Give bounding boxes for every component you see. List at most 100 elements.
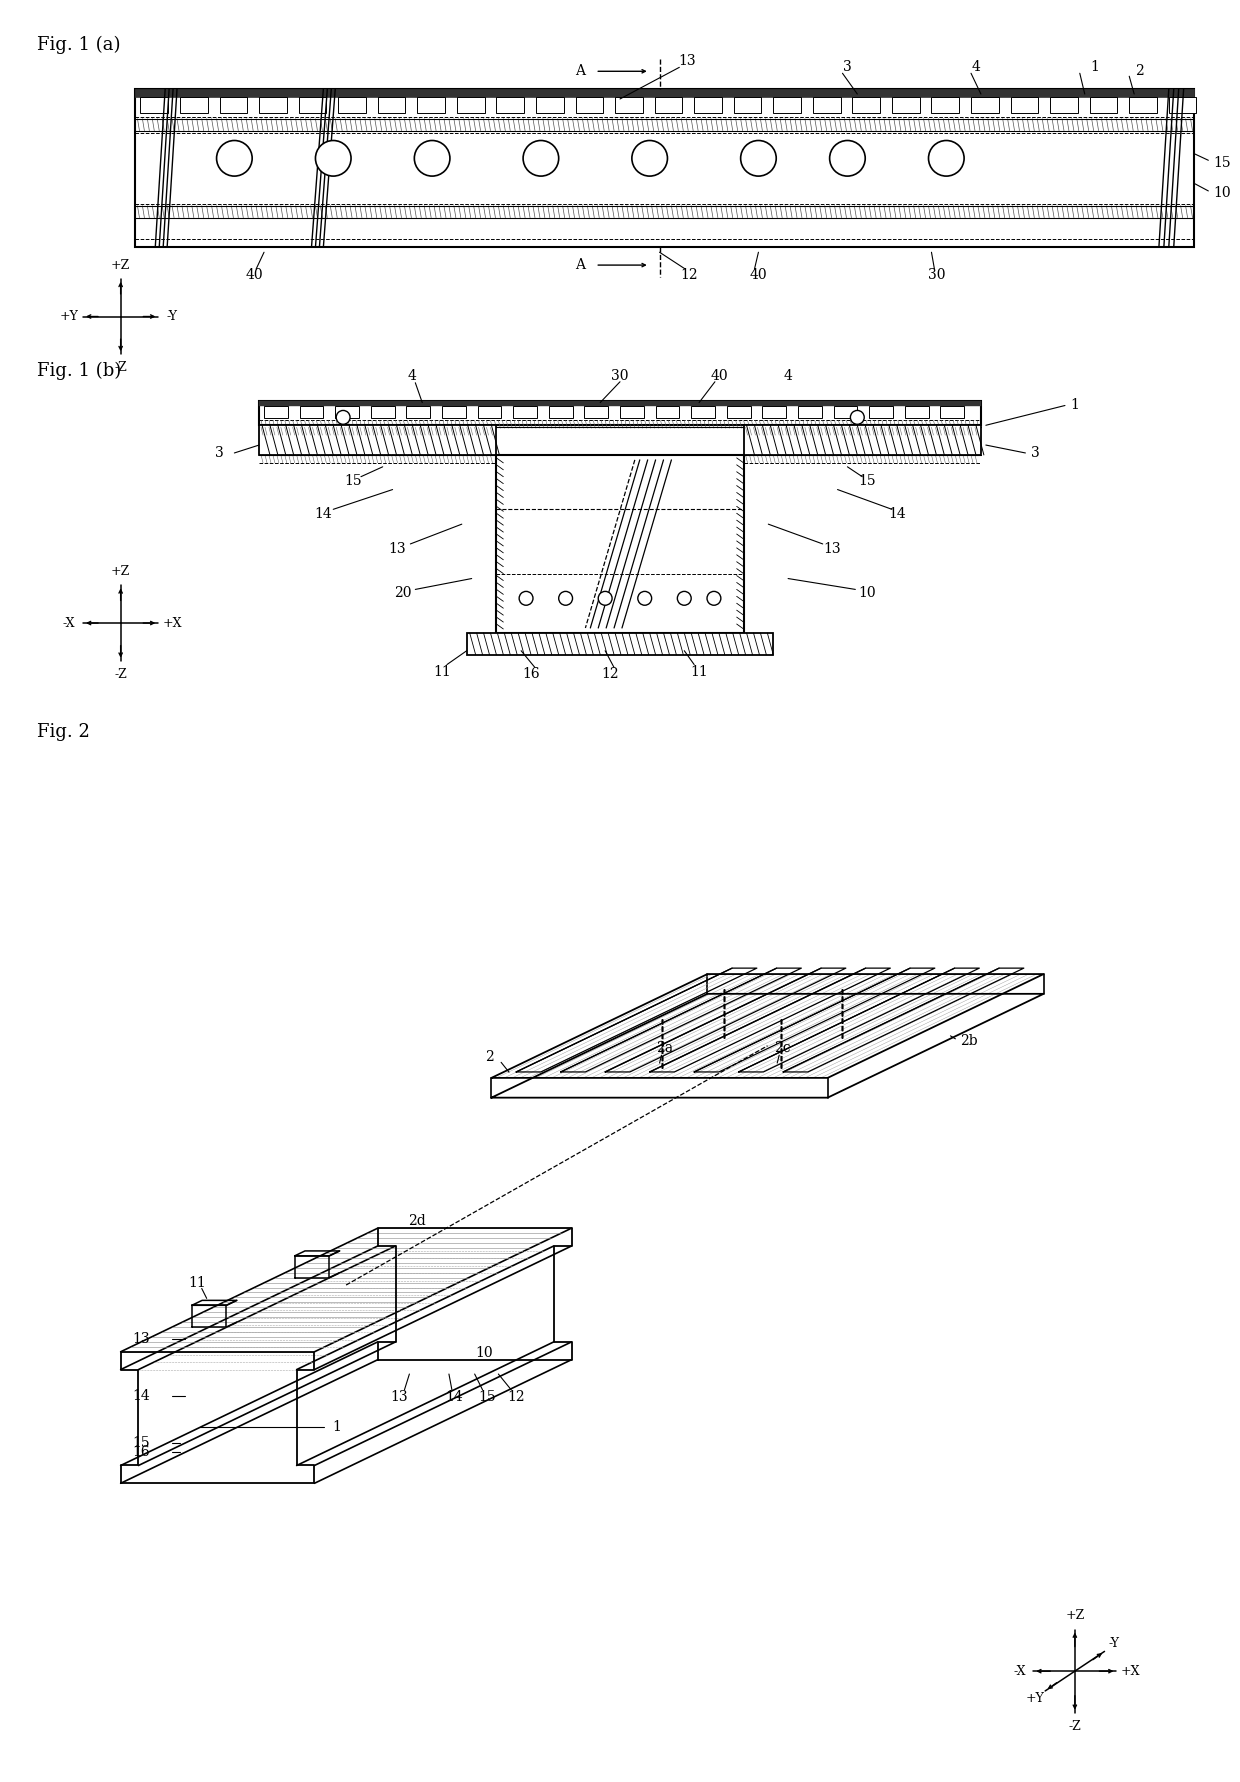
Text: 4: 4	[784, 369, 792, 383]
Bar	[1011, 96, 1038, 112]
Text: 12: 12	[507, 1390, 525, 1404]
Bar	[869, 406, 893, 419]
Text: 40: 40	[711, 369, 728, 383]
Text: 13: 13	[678, 55, 696, 68]
Bar	[378, 96, 405, 112]
Text: 3: 3	[1030, 446, 1039, 460]
Text: 10: 10	[476, 1345, 494, 1360]
Text: +Z: +Z	[112, 258, 130, 271]
Text: +Y: +Y	[60, 310, 78, 323]
Text: 40: 40	[246, 267, 263, 282]
Text: 12: 12	[681, 267, 698, 282]
Text: 14: 14	[888, 508, 905, 522]
Text: 10: 10	[1213, 185, 1231, 200]
Bar	[656, 406, 680, 419]
Text: -X: -X	[1013, 1664, 1025, 1677]
Bar	[655, 96, 682, 112]
Circle shape	[336, 410, 350, 424]
Bar	[496, 96, 525, 112]
Text: 14: 14	[133, 1388, 150, 1402]
Bar	[584, 406, 608, 419]
Bar	[727, 406, 750, 419]
Bar	[734, 96, 761, 112]
Bar	[812, 96, 841, 112]
Bar	[407, 406, 430, 419]
Text: 15: 15	[345, 474, 362, 488]
Bar	[135, 89, 1194, 96]
Bar	[1169, 96, 1197, 112]
Text: 1: 1	[332, 1420, 341, 1435]
Text: 1: 1	[1090, 61, 1099, 75]
Bar	[799, 406, 822, 419]
Text: 1: 1	[1070, 399, 1079, 412]
Text: 15: 15	[133, 1436, 150, 1451]
Text: 11: 11	[691, 665, 708, 679]
Text: 40: 40	[750, 267, 768, 282]
Text: A: A	[575, 258, 585, 273]
Text: 3: 3	[216, 446, 224, 460]
Text: 16: 16	[522, 668, 539, 681]
Bar	[763, 406, 786, 419]
Bar	[259, 96, 286, 112]
Text: -Z: -Z	[1069, 1720, 1081, 1734]
Text: +Z: +Z	[112, 565, 130, 577]
Circle shape	[217, 141, 252, 176]
Bar	[299, 96, 326, 112]
Bar	[513, 406, 537, 419]
Bar	[140, 96, 169, 112]
Bar	[615, 96, 642, 112]
Bar	[135, 89, 1194, 248]
Bar	[971, 96, 998, 112]
Text: -Z: -Z	[114, 668, 126, 681]
Text: 14: 14	[445, 1390, 463, 1404]
Circle shape	[637, 592, 652, 606]
Text: 13: 13	[391, 1390, 408, 1404]
Text: 2: 2	[485, 1050, 495, 1064]
Text: 4: 4	[408, 369, 417, 383]
Bar	[931, 96, 960, 112]
Text: +Y: +Y	[1025, 1693, 1045, 1705]
Bar	[496, 454, 744, 633]
Bar	[536, 96, 564, 112]
Bar	[219, 96, 247, 112]
Bar	[892, 96, 920, 112]
Circle shape	[523, 141, 559, 176]
Bar	[371, 406, 394, 419]
Bar	[852, 96, 880, 112]
Text: 2d: 2d	[408, 1214, 427, 1228]
Bar	[1090, 96, 1117, 112]
Text: 15: 15	[858, 474, 875, 488]
Bar	[477, 406, 501, 419]
Circle shape	[851, 410, 864, 424]
Bar	[418, 96, 445, 112]
Bar	[180, 96, 207, 112]
Text: -Z: -Z	[114, 362, 126, 374]
Circle shape	[740, 141, 776, 176]
Text: -Y: -Y	[1109, 1638, 1120, 1650]
Text: 2: 2	[1135, 64, 1143, 78]
Text: 4: 4	[971, 61, 981, 75]
Text: 2b: 2b	[960, 1034, 978, 1048]
Bar	[259, 401, 981, 406]
Text: Fig. 2: Fig. 2	[37, 723, 89, 741]
Text: 2c: 2c	[774, 1041, 790, 1055]
Text: 3: 3	[843, 61, 852, 75]
Bar	[549, 406, 573, 419]
Circle shape	[520, 592, 533, 606]
Circle shape	[632, 141, 667, 176]
Circle shape	[830, 141, 866, 176]
Text: A: A	[575, 64, 585, 78]
Bar	[264, 406, 288, 419]
Circle shape	[315, 141, 351, 176]
Bar	[1130, 96, 1157, 112]
Text: 11: 11	[433, 665, 451, 679]
Text: 30: 30	[611, 369, 629, 383]
Circle shape	[929, 141, 965, 176]
Circle shape	[414, 141, 450, 176]
Text: Fig. 1 (b): Fig. 1 (b)	[37, 362, 120, 380]
Text: +X: +X	[1121, 1664, 1140, 1677]
Circle shape	[677, 592, 691, 606]
Text: 13: 13	[823, 542, 842, 556]
Text: 14: 14	[315, 508, 332, 522]
Bar	[575, 96, 603, 112]
